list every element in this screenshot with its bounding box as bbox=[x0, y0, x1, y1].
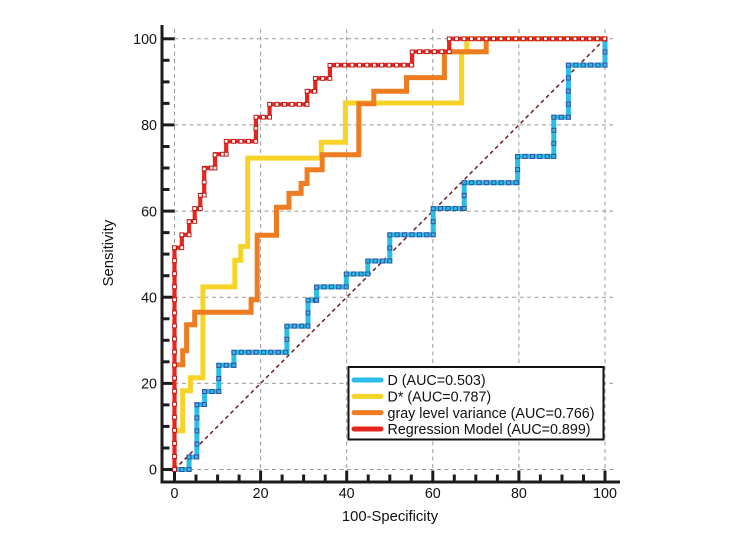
svg-text:Regression Model (AUC=0.899): Regression Model (AUC=0.899) bbox=[388, 422, 591, 438]
svg-text:100: 100 bbox=[133, 32, 157, 48]
svg-text:20: 20 bbox=[141, 377, 157, 393]
svg-text:D* (AUC=0.787): D* (AUC=0.787) bbox=[388, 389, 492, 405]
svg-text:0: 0 bbox=[171, 486, 179, 502]
svg-text:100-Specificity: 100-Specificity bbox=[342, 509, 439, 525]
svg-text:40: 40 bbox=[339, 486, 355, 502]
svg-text:0: 0 bbox=[149, 463, 157, 479]
svg-text:80: 80 bbox=[141, 118, 157, 134]
svg-text:gray level variance (AUC=0.766: gray level variance (AUC=0.766) bbox=[388, 406, 595, 422]
svg-text:100: 100 bbox=[593, 486, 617, 502]
svg-text:80: 80 bbox=[511, 486, 527, 502]
svg-text:60: 60 bbox=[141, 204, 157, 220]
svg-text:Sensitivity: Sensitivity bbox=[101, 219, 117, 286]
svg-text:D (AUC=0.503): D (AUC=0.503) bbox=[388, 373, 486, 389]
svg-text:20: 20 bbox=[253, 486, 269, 502]
svg-text:60: 60 bbox=[425, 486, 441, 502]
svg-text:40: 40 bbox=[141, 290, 157, 306]
